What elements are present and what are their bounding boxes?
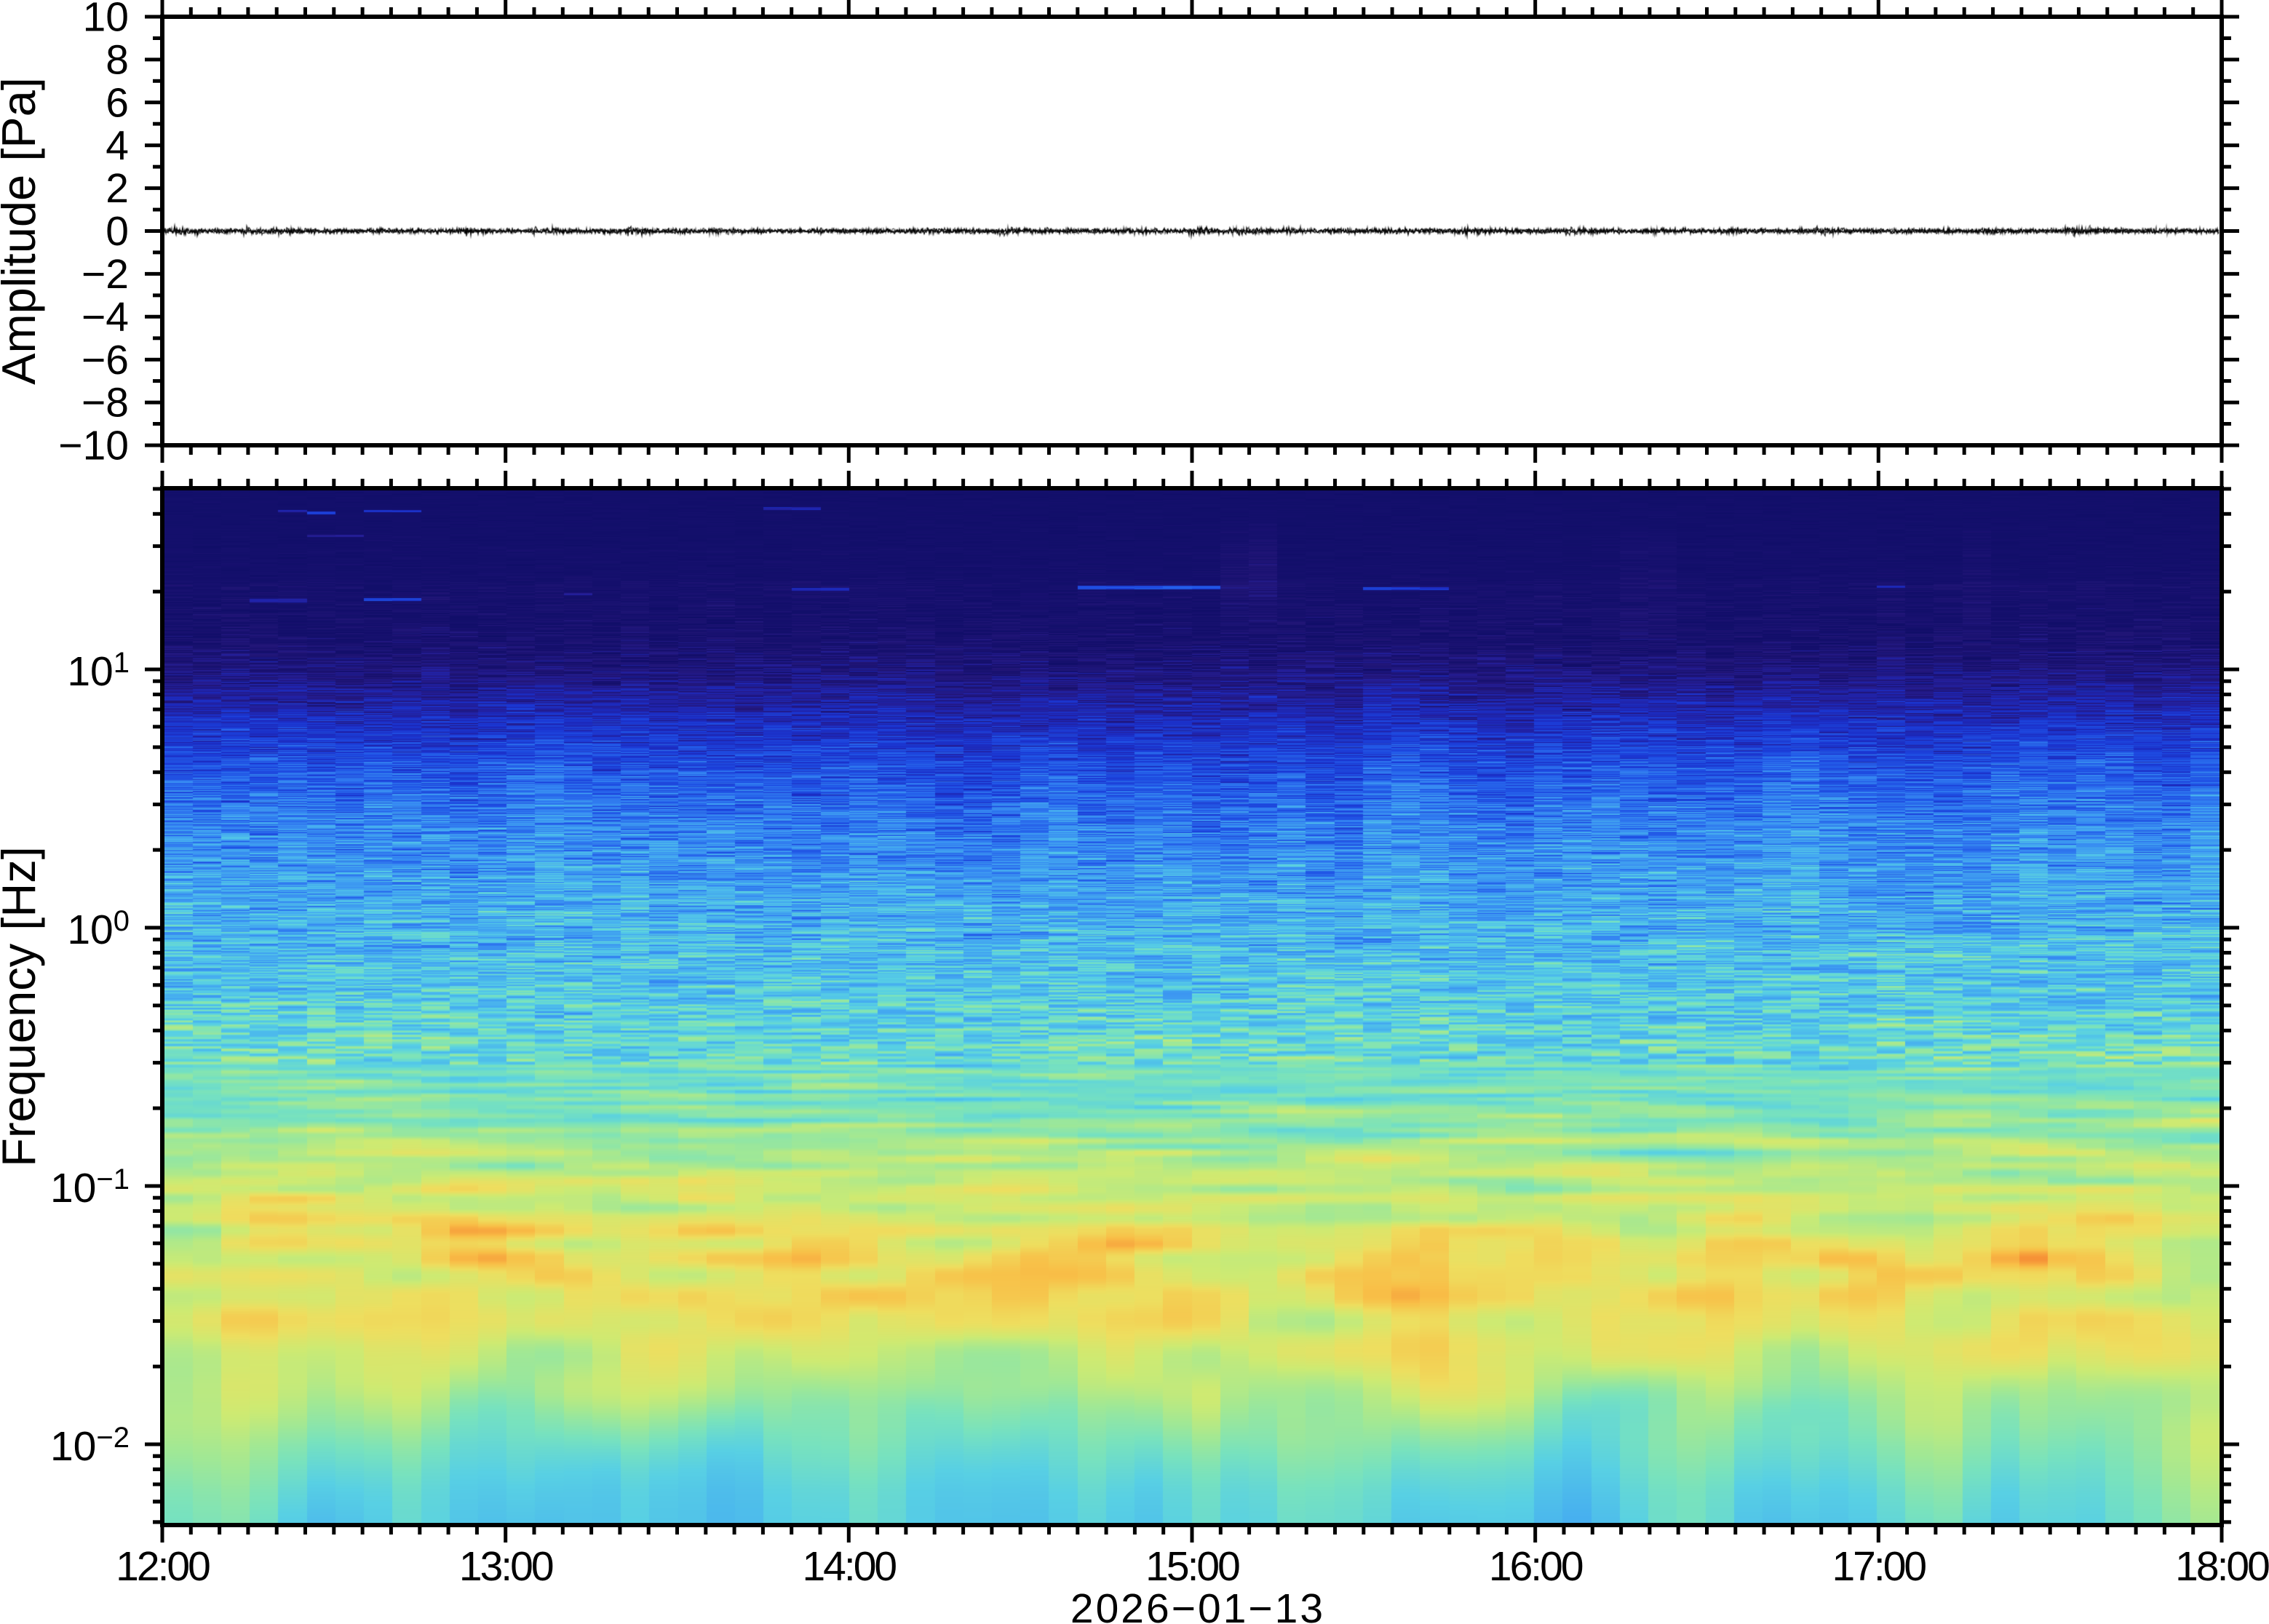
svg-text:10−2: 10−2: [50, 1422, 130, 1470]
svg-text:6: 6: [106, 79, 129, 126]
svg-text:4: 4: [106, 122, 129, 169]
svg-text:−10: −10: [58, 423, 129, 469]
svg-text:17:00: 17:00: [1832, 1543, 1926, 1590]
svg-text:16:00: 16:00: [1489, 1543, 1583, 1590]
svg-text:8: 8: [106, 37, 129, 84]
svg-text:10−1: 10−1: [50, 1163, 130, 1211]
svg-text:13:00: 13:00: [459, 1543, 553, 1590]
svg-text:100: 100: [67, 905, 130, 953]
svg-text:15:00: 15:00: [1145, 1543, 1239, 1590]
svg-text:101: 101: [67, 647, 130, 695]
svg-text:Amplitude [Pa]: Amplitude [Pa]: [0, 77, 45, 385]
svg-text:2026−01−13: 2026−01−13: [1070, 1585, 1325, 1624]
svg-text:−8: −8: [82, 380, 129, 426]
svg-text:12:00: 12:00: [116, 1543, 210, 1590]
svg-text:−6: −6: [82, 337, 129, 383]
svg-text:Frequency [Hz]: Frequency [Hz]: [0, 846, 45, 1167]
svg-text:0: 0: [106, 208, 129, 255]
svg-text:−2: −2: [82, 251, 129, 298]
svg-text:18:00: 18:00: [2175, 1543, 2269, 1590]
svg-text:−4: −4: [82, 294, 129, 341]
svg-text:2: 2: [106, 165, 129, 212]
svg-text:10: 10: [83, 0, 129, 41]
svg-text:14:00: 14:00: [802, 1543, 896, 1590]
